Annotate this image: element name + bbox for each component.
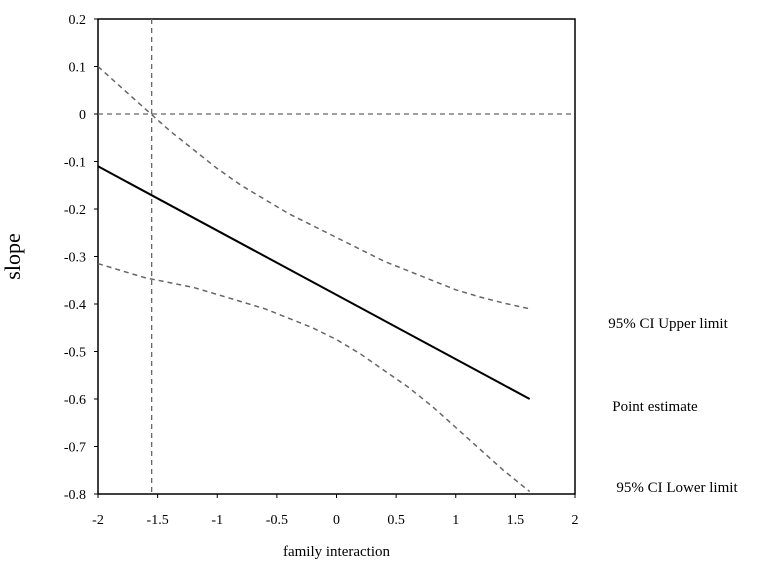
y-tick-label: -0.5 (64, 346, 86, 361)
y-tick-label: -0.7 (64, 441, 86, 456)
series-layer (97, 65, 531, 493)
y-tick-label: -0.6 (64, 393, 86, 408)
x-axis-label: family interaction (283, 544, 391, 560)
x-tick-label: 1 (452, 513, 459, 528)
plot-frame (97, 18, 576, 495)
x-tick-label: 0 (333, 513, 340, 528)
x-tick-label: 0.5 (387, 513, 405, 528)
y-tick-label: -0.3 (64, 251, 86, 266)
y-tick-label: -0.2 (64, 203, 86, 218)
y-axis-label: slope (0, 233, 25, 279)
y-tick-label: 0 (79, 108, 86, 123)
y-tick-label: -0.1 (64, 156, 86, 171)
y-tick-label: -0.4 (64, 298, 86, 313)
tick-labels: 0.20.10-0.1-0.2-0.3-0.4-0.5-0.6-0.7-0.8-… (64, 13, 579, 528)
x-tick-label: -1.5 (147, 513, 169, 528)
series-labels: 95% CI Upper limit Point estimate 95% CI L… (608, 316, 738, 496)
x-tick-label: 2 (572, 513, 579, 528)
series-line-0 (97, 65, 530, 310)
x-tick-label: -1 (211, 513, 223, 528)
series-label-1: Point estimate (612, 399, 698, 415)
reference-lines (98, 19, 575, 494)
series-line-1 (97, 165, 531, 400)
x-tick-label: 1.5 (507, 513, 525, 528)
series-line-2 (97, 262, 531, 493)
y-tick-label: 0.2 (69, 13, 87, 28)
axes-layer (97, 18, 576, 495)
x-tick-label: -2 (92, 513, 104, 528)
x-tick-label: -0.5 (266, 513, 288, 528)
y-tick-label: 0.1 (69, 61, 87, 76)
y-tick-label: -0.8 (64, 488, 86, 503)
series-label-0: 95% CI Upper limit (608, 316, 728, 332)
series-label-2: 95% CI Lower limit (616, 480, 738, 496)
